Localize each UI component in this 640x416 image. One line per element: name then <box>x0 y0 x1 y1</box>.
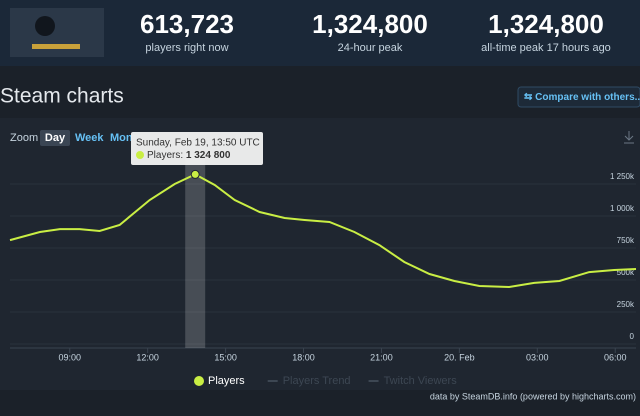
x-tick-label: 20. Feb <box>444 352 475 362</box>
legend: Players Players Trend Twitch Viewers <box>194 375 457 387</box>
y-tick-label: 750k <box>617 236 635 245</box>
download-icon[interactable] <box>624 131 634 144</box>
credits[interactable]: data by SteamDB.info (powered by highcha… <box>430 391 636 401</box>
zoom-label: Zoom <box>10 132 38 144</box>
compare-button-label[interactable]: ⇆ Compare with others... <box>524 92 640 103</box>
stat-label: all-time peak 17 hours ago <box>481 42 611 54</box>
thumbnail-figure <box>35 16 55 36</box>
x-tick-label: 03:00 <box>526 352 549 362</box>
chart-panel <box>0 118 640 390</box>
x-tick-label: 18:00 <box>292 352 315 362</box>
plot: 0 250k 500k 750k 1 000k 1 250k 09:00 12:00 15:00… <box>9 155 637 362</box>
tooltip-body: Players: 1 324 800 <box>147 150 231 161</box>
stat-label: players right now <box>145 42 228 54</box>
y-tick-label: 1 000k <box>610 204 635 213</box>
game-thumbnail[interactable] <box>10 8 104 57</box>
x-tick-label: 09:00 <box>58 352 81 362</box>
y-tick-label: 1 250k <box>610 172 635 181</box>
stat-value: 1,324,800 <box>488 9 604 39</box>
zoom-option[interactable]: Week <box>75 132 104 144</box>
legend-item-inactive[interactable]: Players Trend <box>283 375 351 387</box>
legend-item-inactive[interactable]: Twitch Viewers <box>384 375 458 387</box>
y-tick-label: 0 <box>630 332 635 341</box>
stat-value: 613,723 <box>140 9 234 39</box>
x-tick-label: 06:00 <box>604 352 627 362</box>
section-title: Steam charts <box>0 85 124 108</box>
zoom-option[interactable]: Day <box>45 132 66 144</box>
series-line <box>9 173 637 289</box>
thumbnail-logo <box>32 44 80 49</box>
x-tick-label: 21:00 <box>370 352 393 362</box>
hover-band <box>185 155 206 348</box>
stat-label: 24-hour peak <box>338 42 403 54</box>
legend-item[interactable]: Players <box>208 375 245 387</box>
stat-value: 1,324,800 <box>312 9 428 39</box>
zoom-option[interactable]: Mon <box>110 132 133 144</box>
compare-text[interactable]: Compare with others... <box>535 92 640 103</box>
tooltip-swatch <box>136 151 144 159</box>
x-tick-label: 12:00 <box>136 352 159 362</box>
tooltip-label: Players: <box>147 150 183 161</box>
y-tick-label: 250k <box>617 300 635 309</box>
compare-button[interactable] <box>517 86 640 108</box>
tooltip-title: Sunday, Feb 19, 13:50 UTC <box>136 138 260 149</box>
x-tick-label: 15:00 <box>214 352 237 362</box>
zoom-button-active[interactable] <box>40 130 70 146</box>
tooltip-value: 1 324 800 <box>186 150 231 161</box>
legend-symbol <box>194 376 204 386</box>
hover-point <box>190 169 200 179</box>
y-tick-label: 500k <box>617 268 635 277</box>
header-bar <box>0 0 640 66</box>
tooltip <box>131 132 263 165</box>
